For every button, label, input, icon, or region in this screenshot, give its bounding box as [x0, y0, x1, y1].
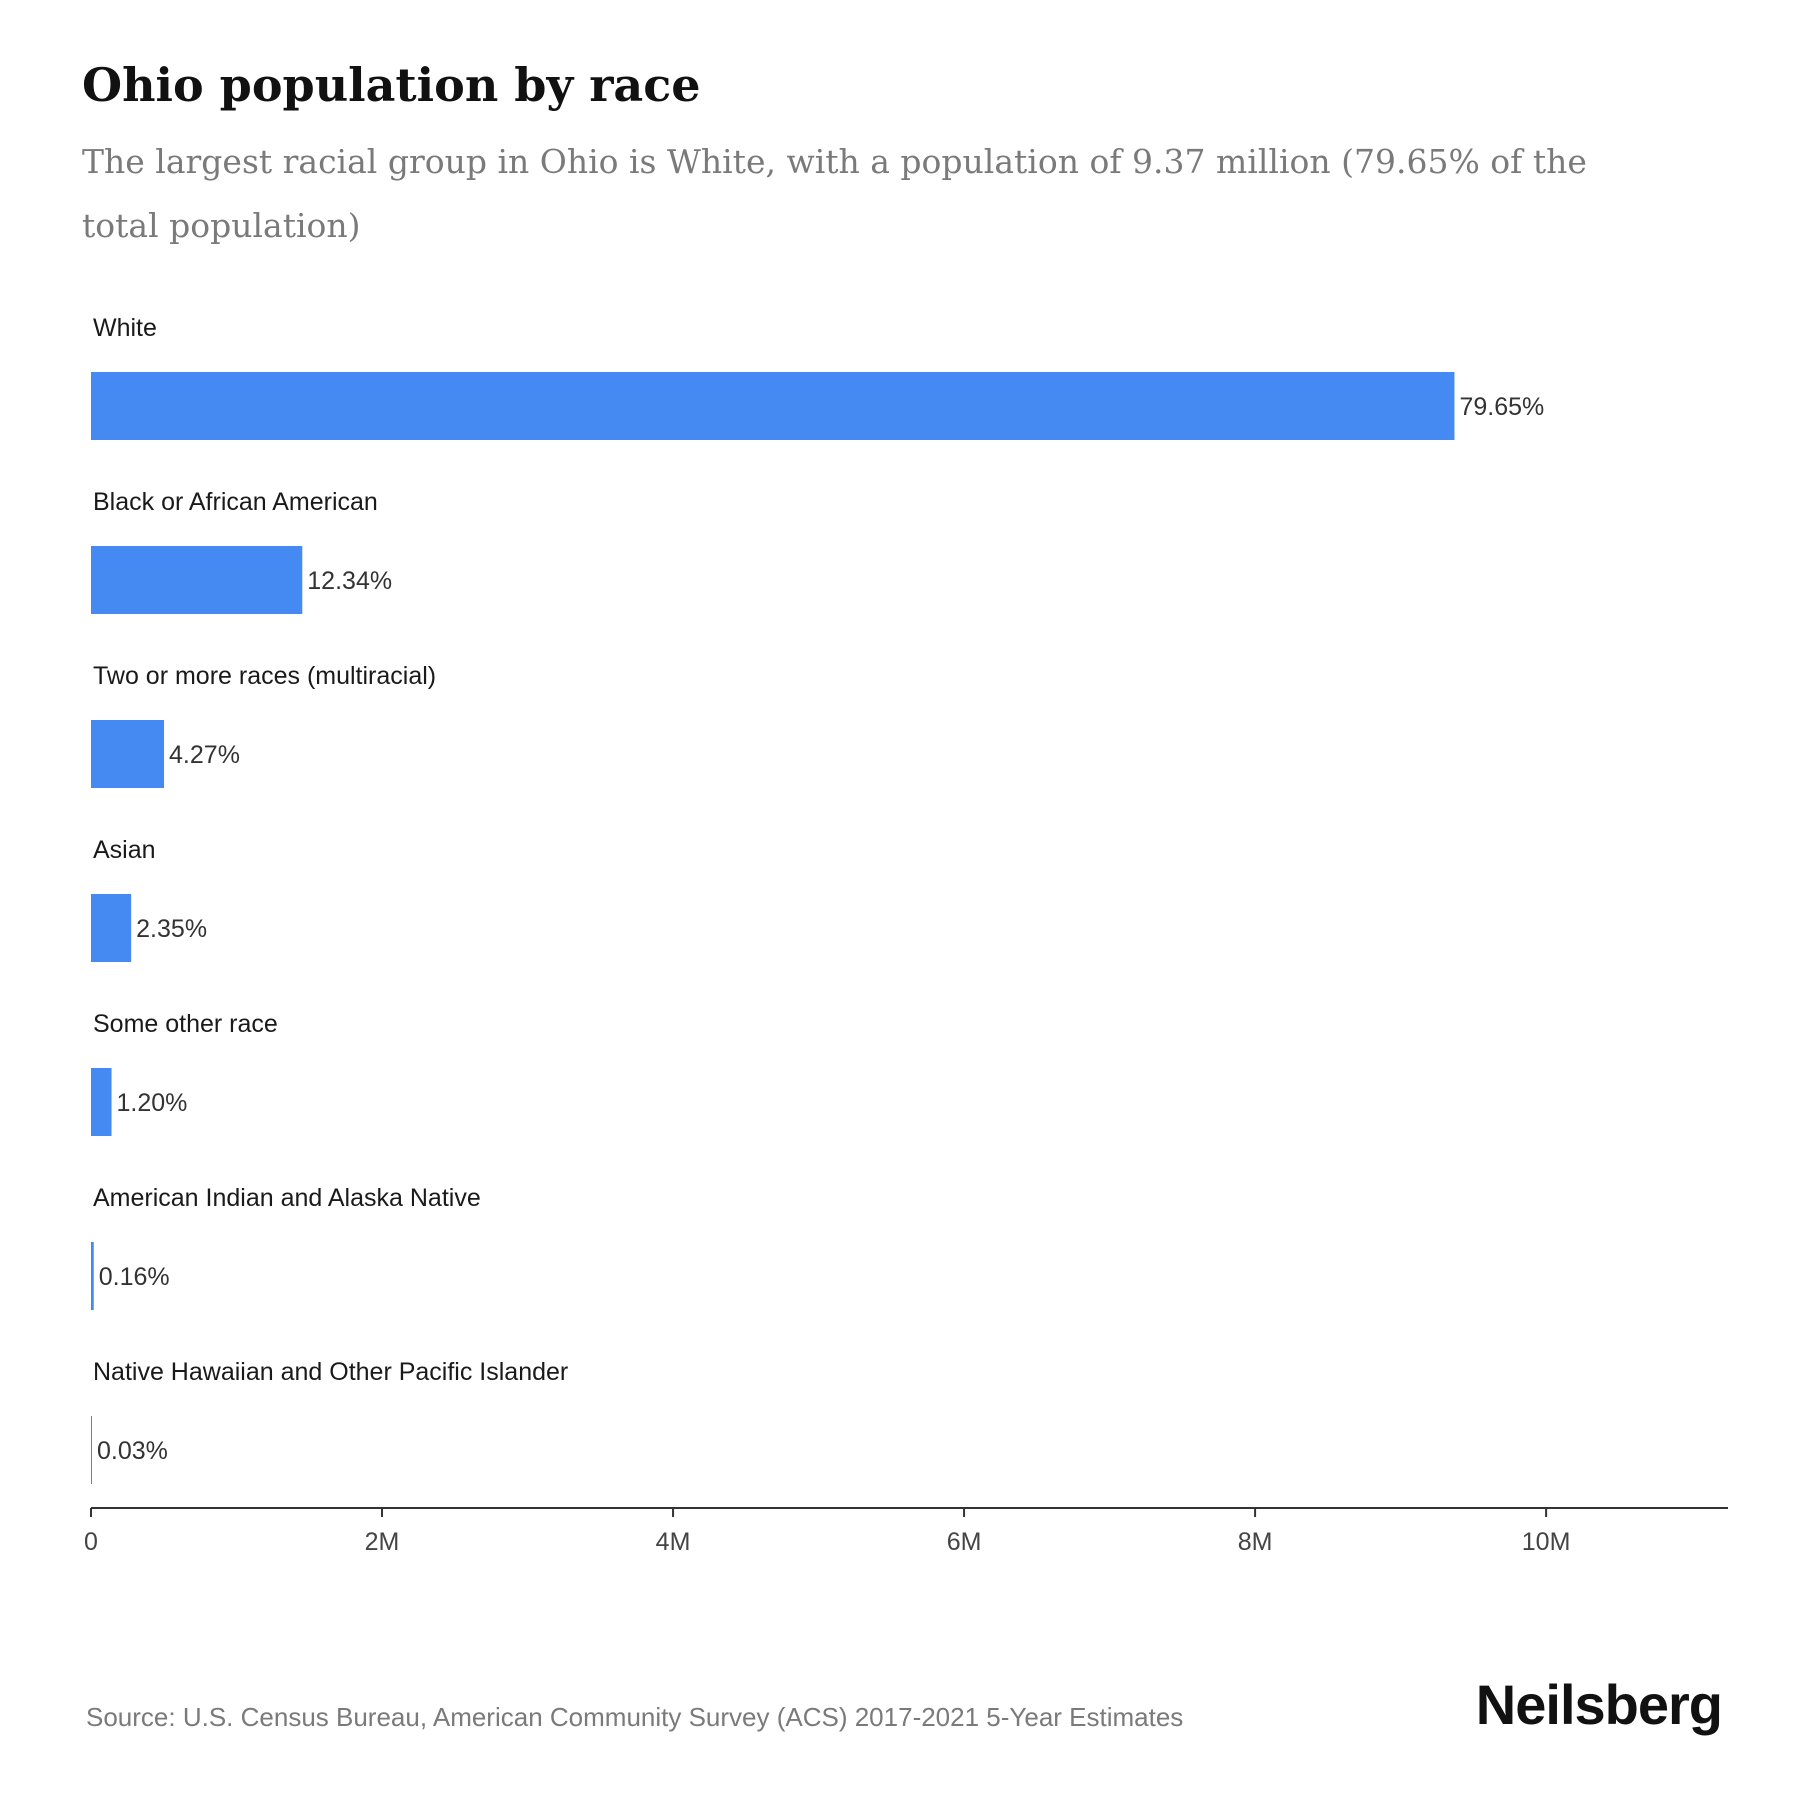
x-tick-label: 6M — [947, 1528, 982, 1556]
data-label: 1.20% — [117, 1089, 188, 1117]
bar — [91, 1242, 94, 1310]
data-label: 2.35% — [136, 915, 207, 943]
category-label: White — [93, 314, 157, 342]
x-tick-label: 2M — [365, 1528, 400, 1556]
source-note: Source: U.S. Census Bureau, American Com… — [86, 1702, 1184, 1732]
data-label: 4.27% — [169, 741, 240, 769]
data-label: 0.16% — [99, 1263, 170, 1291]
data-label: 79.65% — [1459, 393, 1544, 421]
category-label: Some other race — [93, 1010, 278, 1038]
bar — [91, 1416, 92, 1484]
category-label: Black or African American — [93, 488, 378, 516]
bar — [91, 372, 1455, 440]
chart-subtitle: The largest racial group in Ohio is Whit… — [82, 142, 1587, 245]
x-tick-label: 0 — [84, 1528, 98, 1556]
data-label: 12.34% — [307, 567, 392, 595]
bar — [91, 1068, 112, 1136]
bar — [91, 894, 132, 962]
bar-chart: White 79.65% Black or African American 12.3… — [84, 314, 1728, 1556]
category-label: Two or more races (multiracial) — [93, 662, 436, 690]
category-label: Native Hawaiian and Other Pacific Island… — [93, 1358, 568, 1386]
x-tick-label: 4M — [656, 1528, 691, 1556]
bar — [91, 546, 303, 614]
data-label: 0.03% — [97, 1437, 168, 1465]
brand-logo: Neilsberg — [1475, 1673, 1723, 1736]
x-tick-label: 8M — [1238, 1528, 1273, 1556]
chart-title: Ohio population by race — [82, 58, 701, 112]
category-label: American Indian and Alaska Native — [93, 1184, 481, 1212]
x-tick-label: 10M — [1522, 1528, 1571, 1556]
bar — [91, 720, 165, 788]
category-label: Asian — [93, 836, 156, 864]
